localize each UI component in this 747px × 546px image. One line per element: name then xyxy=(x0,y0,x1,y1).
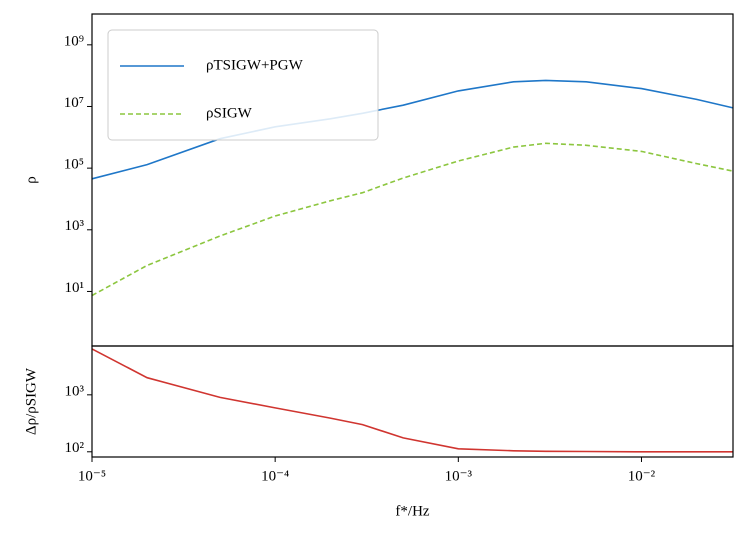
axes-frame xyxy=(91,345,734,458)
y-tick-label: 10³ xyxy=(65,218,85,234)
y-tick-label: 10⁷ xyxy=(64,95,84,111)
y-tick-label: 10⁵ xyxy=(64,157,84,173)
y-tick-label: 10² xyxy=(65,440,85,456)
x-tick-label: 10⁻³ xyxy=(445,468,473,484)
y-tick-label: 10¹ xyxy=(65,280,85,296)
x-tick-label: 10⁻⁴ xyxy=(261,468,289,484)
x-tick-label: 10⁻² xyxy=(628,468,656,484)
legend-box xyxy=(107,29,379,141)
x-tick-label: 10⁻⁵ xyxy=(78,468,106,484)
y-axis-label: Δρ/ρSIGW xyxy=(23,367,39,435)
legend-label: ρTSIGW+PGW xyxy=(206,57,304,73)
data-line xyxy=(91,348,733,453)
x-axis-label: f*/Hz xyxy=(395,503,429,519)
data-line xyxy=(91,142,734,297)
y-axis-label: ρ xyxy=(23,176,39,184)
legend-label: ρSIGW xyxy=(206,105,253,121)
y-tick-label: 10⁹ xyxy=(64,33,84,49)
y-tick-label: 10³ xyxy=(65,383,85,399)
